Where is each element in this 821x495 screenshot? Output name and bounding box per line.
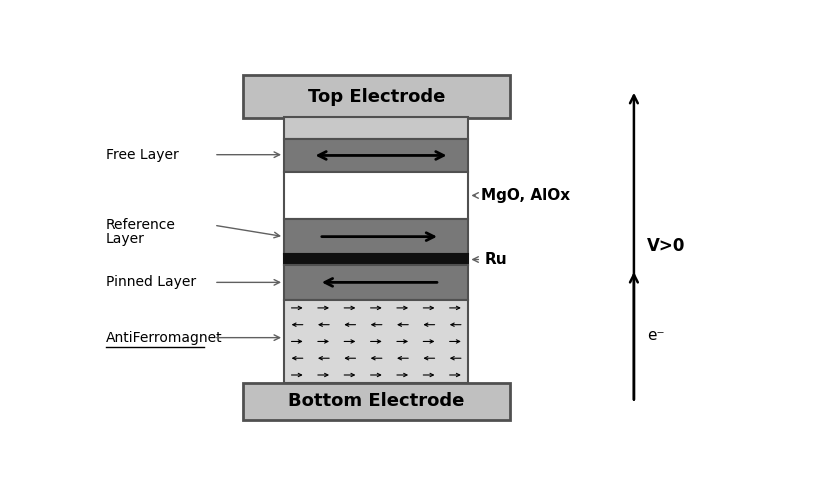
Text: V>0: V>0 bbox=[647, 237, 685, 255]
Text: e⁻: e⁻ bbox=[647, 328, 664, 343]
Bar bbox=[243, 383, 510, 420]
Bar bbox=[243, 75, 510, 118]
Text: Top Electrode: Top Electrode bbox=[308, 88, 445, 105]
Text: Ru: Ru bbox=[484, 252, 507, 267]
Bar bbox=[284, 265, 469, 299]
Bar bbox=[284, 254, 469, 265]
Text: Pinned Layer: Pinned Layer bbox=[106, 275, 196, 290]
Bar bbox=[284, 172, 469, 219]
Bar bbox=[284, 219, 469, 254]
Bar bbox=[284, 299, 469, 383]
Bar bbox=[284, 117, 469, 140]
Text: AntiFerromagnet: AntiFerromagnet bbox=[106, 331, 222, 345]
Text: Free Layer: Free Layer bbox=[106, 148, 178, 162]
Text: Reference: Reference bbox=[106, 218, 176, 232]
Bar bbox=[284, 140, 469, 172]
Text: Layer: Layer bbox=[106, 232, 144, 246]
Text: Bottom Electrode: Bottom Electrode bbox=[288, 393, 465, 410]
Text: MgO, AlOx: MgO, AlOx bbox=[481, 188, 571, 203]
